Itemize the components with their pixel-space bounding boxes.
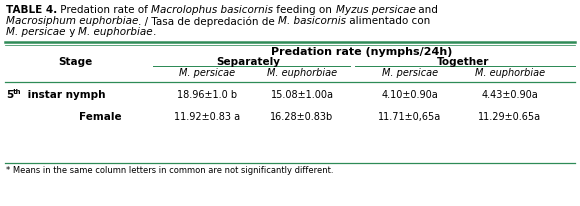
Text: M. persicae: M. persicae bbox=[179, 68, 235, 78]
Text: 4.43±0.90a: 4.43±0.90a bbox=[481, 90, 538, 100]
Text: Female: Female bbox=[79, 112, 121, 122]
Text: 11.71±0,65a: 11.71±0,65a bbox=[378, 112, 441, 122]
Text: Predation rate of: Predation rate of bbox=[57, 5, 151, 15]
Text: M. persicae: M. persicae bbox=[382, 68, 438, 78]
Text: 18.96±1.0 b: 18.96±1.0 b bbox=[177, 90, 237, 100]
Text: and: and bbox=[415, 5, 438, 15]
Text: alimentado con: alimentado con bbox=[346, 16, 430, 26]
Text: M. euphorbiae: M. euphorbiae bbox=[78, 27, 153, 37]
Text: instar nymph: instar nymph bbox=[24, 90, 106, 100]
Text: .: . bbox=[153, 27, 156, 37]
Text: M. basicornis: M. basicornis bbox=[278, 16, 346, 26]
Text: Together: Together bbox=[437, 57, 489, 67]
Text: TABLE 4.: TABLE 4. bbox=[6, 5, 57, 15]
Text: Predation rate (nymphs/24h): Predation rate (nymphs/24h) bbox=[271, 47, 452, 57]
Text: M. persicae: M. persicae bbox=[6, 27, 66, 37]
Text: * Means in the same column letters in common are not significantly different.: * Means in the same column letters in co… bbox=[6, 166, 334, 175]
Text: Separately: Separately bbox=[216, 57, 280, 67]
Text: 15.08±1.00a: 15.08±1.00a bbox=[270, 90, 334, 100]
Text: y: y bbox=[66, 27, 78, 37]
Text: . / Tasa de depredación de: . / Tasa de depredación de bbox=[139, 16, 278, 27]
Text: Stage: Stage bbox=[58, 57, 92, 67]
Text: 5: 5 bbox=[6, 90, 13, 100]
Text: 4.10±0.90a: 4.10±0.90a bbox=[382, 90, 438, 100]
Text: M. euphorbiae: M. euphorbiae bbox=[475, 68, 545, 78]
Text: 16.28±0.83b: 16.28±0.83b bbox=[270, 112, 334, 122]
Text: feeding on: feeding on bbox=[273, 5, 335, 15]
Text: M. euphorbiae: M. euphorbiae bbox=[267, 68, 337, 78]
Text: th: th bbox=[13, 89, 21, 95]
Text: 11.29±0.65a: 11.29±0.65a bbox=[478, 112, 542, 122]
Text: 11.92±0.83 a: 11.92±0.83 a bbox=[174, 112, 240, 122]
Text: Myzus persicae: Myzus persicae bbox=[335, 5, 415, 15]
Text: Macrolophus basicornis: Macrolophus basicornis bbox=[151, 5, 273, 15]
Text: Macrosiphum euphorbiae: Macrosiphum euphorbiae bbox=[6, 16, 139, 26]
